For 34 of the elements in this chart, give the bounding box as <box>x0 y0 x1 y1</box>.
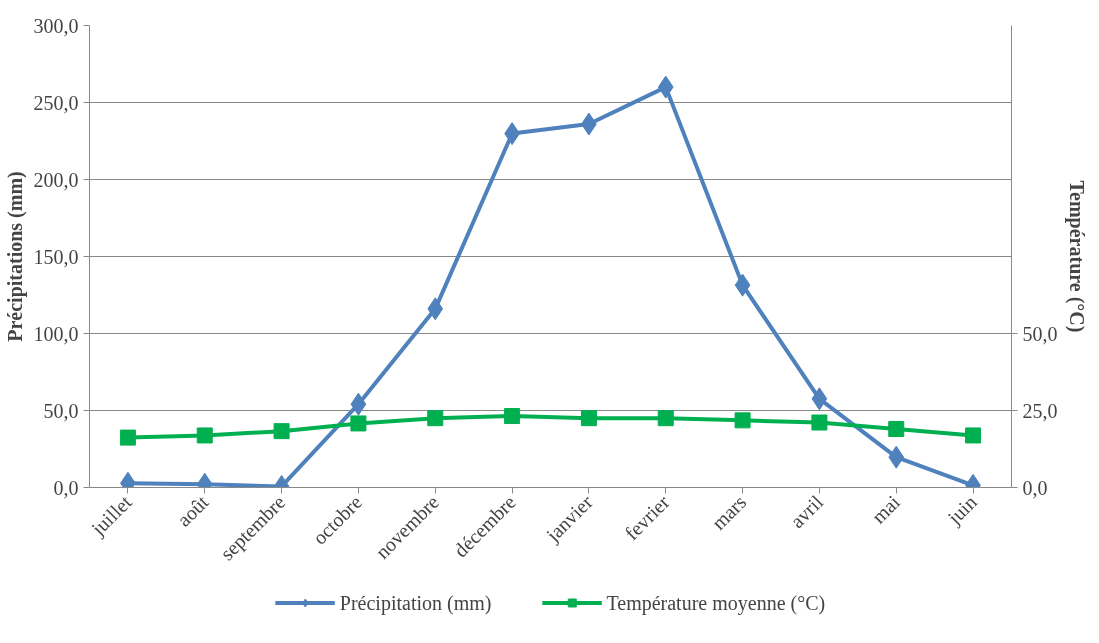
x-tick-label: mars <box>707 490 751 534</box>
y-tick-label: 0,0 <box>53 476 79 499</box>
y2-tick-label: 0,0 <box>1022 476 1048 499</box>
point <box>580 410 597 427</box>
point <box>657 410 674 427</box>
y2-axis-title: Température (°C) <box>1064 180 1088 333</box>
point <box>965 427 982 444</box>
y-tick-label: 250,0 <box>33 91 79 114</box>
y2-tick-label: 50,0 <box>1022 322 1058 345</box>
y-tick-label: 50,0 <box>43 399 79 422</box>
legend-label: Précipitation (mm) <box>339 591 492 614</box>
point <box>273 423 290 440</box>
x-tick-label: juin <box>942 490 982 530</box>
x-tick-label: mai <box>867 490 905 528</box>
point <box>196 427 213 444</box>
x-tick-label: août <box>172 490 213 531</box>
y2-tick-label: 25,0 <box>1022 399 1058 422</box>
point <box>657 75 674 99</box>
point <box>811 414 828 431</box>
y-tick-label: 100,0 <box>33 322 79 345</box>
point <box>734 273 751 297</box>
y-tick-label: 150,0 <box>33 245 79 268</box>
point <box>888 420 905 437</box>
point <box>427 410 444 427</box>
point <box>350 415 367 432</box>
y-tick-label: 200,0 <box>33 168 79 191</box>
point <box>119 429 136 446</box>
legend-label: Température moyenne (°C) <box>606 591 826 614</box>
x-tick-label: avril <box>785 490 828 533</box>
y-axis-title: Précipitations (mm) <box>3 171 27 342</box>
point <box>427 297 444 321</box>
point <box>504 408 521 425</box>
y-tick-label: 300,0 <box>33 14 79 37</box>
point <box>734 412 751 429</box>
